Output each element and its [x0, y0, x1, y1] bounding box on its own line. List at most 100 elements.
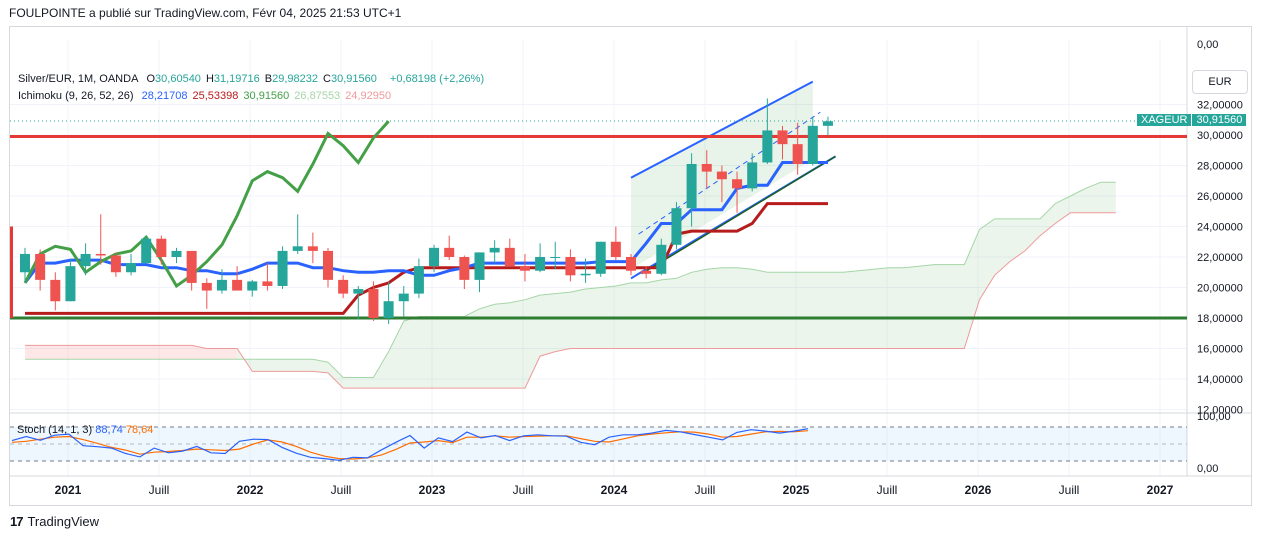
candle-body	[141, 238, 152, 264]
cloud-segment	[843, 270, 859, 349]
cloud-segment	[540, 293, 556, 357]
candle-body	[247, 281, 258, 291]
cloud-segment	[767, 272, 783, 349]
axes: 0,00 32,00000 30,00000 28,00000 26,00000 24,0…	[55, 39, 1243, 497]
ohlc-values: O30,60540 H31,19716 B29,98232 C30,91560	[146, 73, 381, 85]
cloud-segment	[252, 359, 268, 372]
price-tick-label: 22,00000	[1197, 252, 1243, 264]
cloud-segment	[615, 282, 631, 349]
cloud-segment	[221, 348, 238, 360]
time-axis-label: 2022	[237, 483, 264, 497]
cloud-segment	[312, 359, 328, 373]
ichimoku-label: Ichimoku (9, 26, 52, 26)	[18, 90, 134, 102]
candle-body	[747, 162, 758, 189]
ohlc-value: 30,60540	[155, 73, 201, 85]
candle-body	[110, 255, 121, 273]
chikou-line	[23, 120, 390, 289]
cloud-segment	[1085, 182, 1101, 213]
currency-selector[interactable]: EUR	[1192, 70, 1248, 94]
stoch-tick-label: 100,00	[1197, 411, 1231, 423]
price-tick-label: 20,00000	[1197, 283, 1243, 295]
candle-body	[504, 247, 515, 267]
candle-body	[216, 279, 227, 291]
ohlc-key: O	[146, 73, 156, 85]
candle-body	[20, 253, 30, 273]
cloud-segment	[464, 308, 480, 389]
cloud-segment	[782, 272, 798, 349]
candle-body	[126, 263, 137, 273]
candle-body	[398, 293, 409, 302]
cloud-segment	[752, 269, 768, 349]
cloud-segment	[388, 321, 404, 389]
cloud-segment	[206, 348, 222, 360]
price-tick-label: 30,00000	[1197, 130, 1243, 142]
candle-body	[413, 266, 424, 294]
candle-body	[368, 289, 379, 318]
cloud-segment	[994, 218, 1010, 276]
cloud-segment	[131, 345, 147, 360]
ichimoku-value: 25,53398	[192, 90, 239, 102]
ichimoku-value: 24,92950	[345, 90, 392, 102]
candle-body	[807, 125, 818, 164]
candle-body	[732, 179, 743, 189]
cloud-segment	[191, 345, 207, 360]
cloud-segment	[676, 272, 692, 349]
stochastic-pane	[10, 426, 1187, 462]
symbol-name: Silver/EUR, 1M, OANDA	[18, 73, 139, 85]
candle-body	[232, 279, 243, 291]
cloud-segment	[358, 377, 374, 389]
time-axis-label: Juill	[1059, 483, 1080, 497]
price-tick-label: 18,00000	[1197, 313, 1243, 325]
ichimoku-values: 28,21708 25,53398 30,91560 26,87553 24,92950	[142, 90, 396, 102]
footer-brand[interactable]: 17 TradingView	[10, 514, 99, 529]
channel-mid-line	[638, 111, 821, 235]
candle-body	[565, 257, 576, 276]
cloud-segment	[555, 292, 571, 352]
cloud-segment	[115, 345, 132, 360]
publisher-line: FOULPOINTE a publié sur TradingView.com,…	[9, 6, 402, 20]
change-value: +0,68198 (+2,26%)	[389, 73, 485, 85]
candle-body	[610, 241, 621, 257]
ichimoku-cloud	[25, 181, 1116, 389]
candle-body	[701, 163, 712, 172]
senkou-b-line	[25, 212, 1116, 389]
ichimoku-value: 26,87553	[294, 90, 341, 102]
ichimoku-value: 30,91560	[243, 90, 290, 102]
candle-body	[626, 257, 636, 271]
candle-body	[383, 301, 394, 318]
cloud-segment	[100, 345, 116, 360]
time-axis-label: Juill	[877, 483, 898, 497]
tenkan-line	[23, 161, 828, 284]
candle-body	[65, 266, 76, 302]
cloud-segment	[161, 345, 177, 360]
ichimoku-legend: Ichimoku (9, 26, 52, 26) 28,21708 25,5339…	[18, 90, 401, 102]
cloud-segment	[343, 377, 359, 389]
candle-body	[307, 246, 318, 251]
cloud-segment	[631, 282, 647, 349]
time-axis-label: Juill	[513, 483, 534, 497]
cloud-segment	[661, 278, 677, 349]
cloud-segment	[328, 362, 344, 389]
candles	[20, 98, 833, 325]
cloud-segment	[373, 351, 389, 389]
candle-body	[444, 247, 455, 257]
cloud-segment	[949, 264, 965, 349]
cloud-segment	[918, 264, 934, 349]
cloud-segment	[646, 279, 662, 349]
cloud-segment	[267, 359, 283, 372]
candle-body	[171, 250, 182, 257]
cloud-segment	[146, 345, 162, 360]
time-axis-label: Juill	[331, 483, 352, 497]
ohlc-value: 29,98232	[272, 73, 319, 85]
cloud-segment	[737, 267, 753, 349]
price-axis-top-label: 0,00	[1197, 39, 1218, 51]
cloud-segment	[176, 345, 192, 360]
candle-body	[80, 253, 91, 267]
cloud-segment	[1040, 203, 1056, 236]
stoch-k-value: 88,74	[95, 424, 123, 436]
cloud-segment	[85, 345, 101, 360]
time-axis-label: Juill	[149, 483, 170, 497]
price-tick-label: 32,00000	[1197, 100, 1243, 112]
cloud-segment	[934, 264, 950, 349]
